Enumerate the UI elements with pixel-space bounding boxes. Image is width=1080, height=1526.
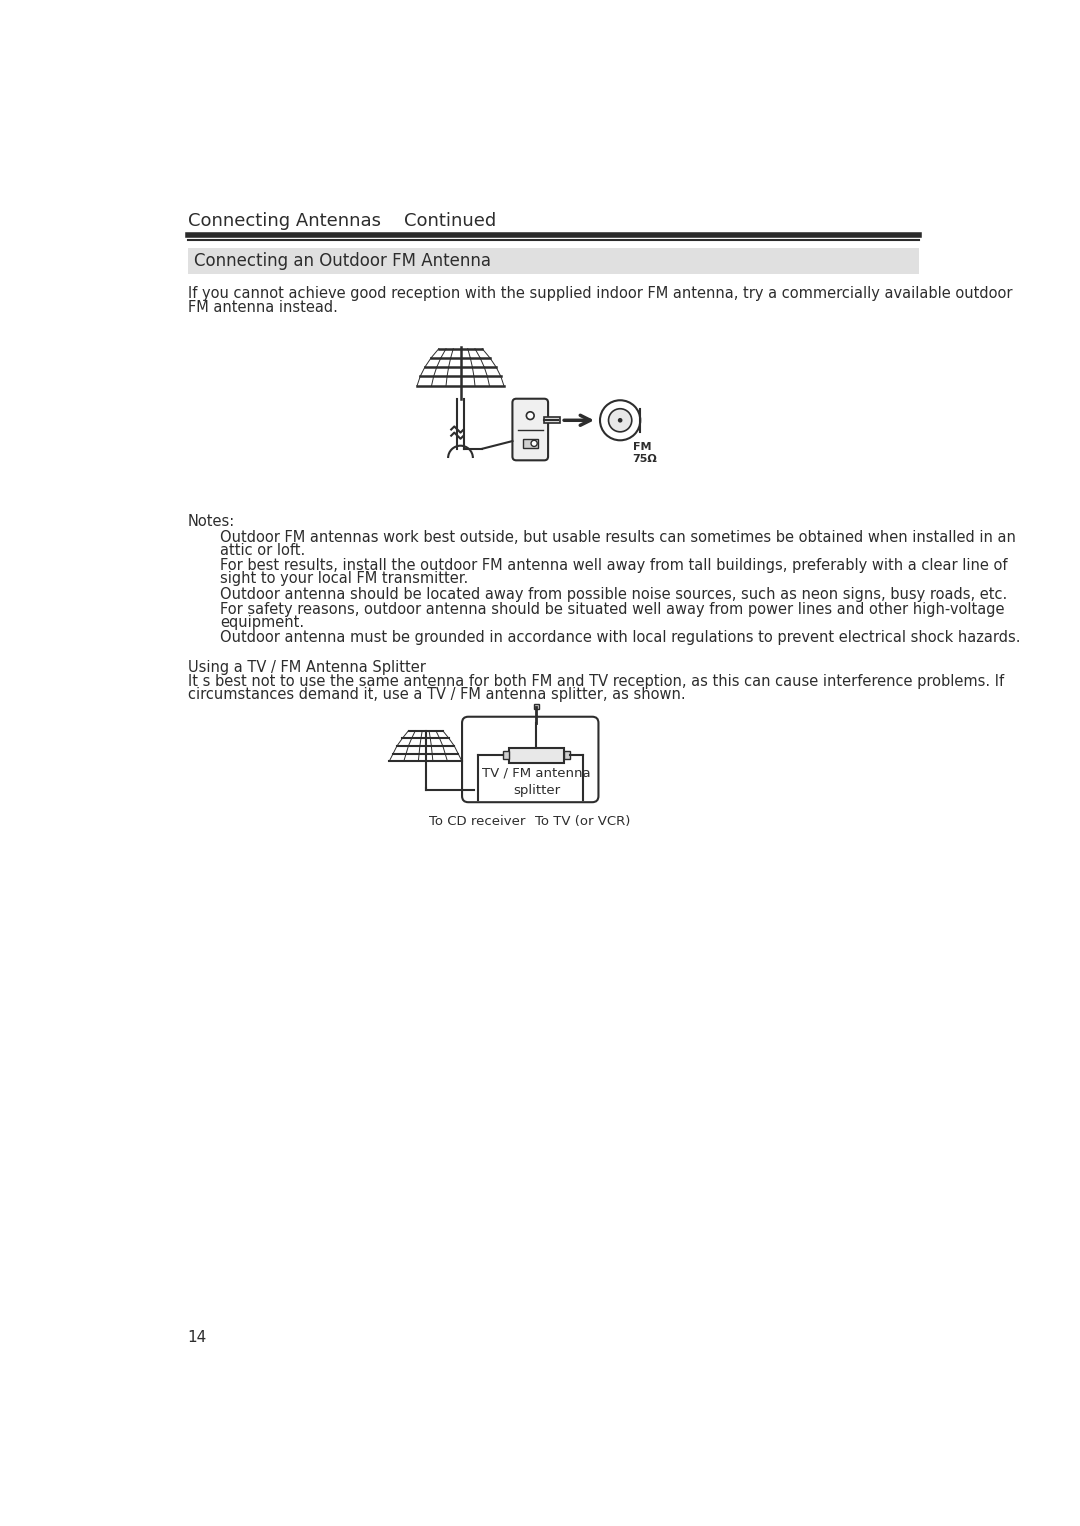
Circle shape	[531, 441, 537, 447]
Bar	[564, 751, 570, 758]
Circle shape	[618, 418, 622, 423]
Text: Outdoor antenna must be grounded in accordance with local regulations to prevent: Outdoor antenna must be grounded in acco…	[220, 630, 1021, 645]
Circle shape	[608, 409, 632, 432]
Bar	[510, 748, 564, 763]
Text: circumstances demand it, use a TV / FM antenna splitter, as shown.: circumstances demand it, use a TV / FM a…	[188, 688, 686, 702]
Text: Outdoor FM antennas work best outside, but usable results can sometimes be obtai: Outdoor FM antennas work best outside, b…	[220, 530, 1016, 545]
Bar	[188, 247, 919, 275]
Text: 14: 14	[188, 1331, 207, 1346]
Text: To CD receiver: To CD receiver	[430, 815, 526, 829]
Text: Outdoor antenna should be located away from possible noise sources, such as neon: Outdoor antenna should be located away f…	[220, 586, 1008, 601]
Text: It s best not to use the same antenna for both FM and TV reception, as this can : It s best not to use the same antenna fo…	[188, 673, 1003, 688]
Bar	[503, 751, 510, 758]
Text: Notes:: Notes:	[188, 514, 235, 530]
Text: For safety reasons, outdoor antenna should be situated well away from power line: For safety reasons, outdoor antenna shou…	[220, 601, 1004, 617]
Text: FM antenna instead.: FM antenna instead.	[188, 301, 338, 316]
Text: To TV (or VCR): To TV (or VCR)	[536, 815, 631, 829]
Text: Using a TV / FM Antenna Splitter: Using a TV / FM Antenna Splitter	[188, 659, 426, 674]
Text: attic or loft.: attic or loft.	[220, 543, 306, 557]
Text: If you cannot achieve good reception with the supplied indoor FM antenna, try a : If you cannot achieve good reception wit…	[188, 287, 1012, 301]
Circle shape	[600, 400, 640, 441]
Text: Connecting an Outdoor FM Antenna: Connecting an Outdoor FM Antenna	[194, 252, 491, 270]
Text: equipment.: equipment.	[220, 615, 305, 630]
Circle shape	[526, 412, 535, 420]
Text: TV / FM antenna
splitter: TV / FM antenna splitter	[482, 766, 591, 797]
Bar	[523, 439, 538, 449]
Text: sight to your local FM transmitter.: sight to your local FM transmitter.	[220, 571, 469, 586]
Text: For best results, install the outdoor FM antenna well away from tall buildings, : For best results, install the outdoor FM…	[220, 559, 1008, 574]
FancyBboxPatch shape	[462, 717, 598, 803]
FancyBboxPatch shape	[512, 398, 548, 461]
Bar	[535, 705, 539, 710]
Text: FM
75Ω: FM 75Ω	[633, 443, 658, 464]
Bar	[544, 417, 559, 423]
Text: Connecting Antennas    Continued: Connecting Antennas Continued	[188, 212, 496, 230]
